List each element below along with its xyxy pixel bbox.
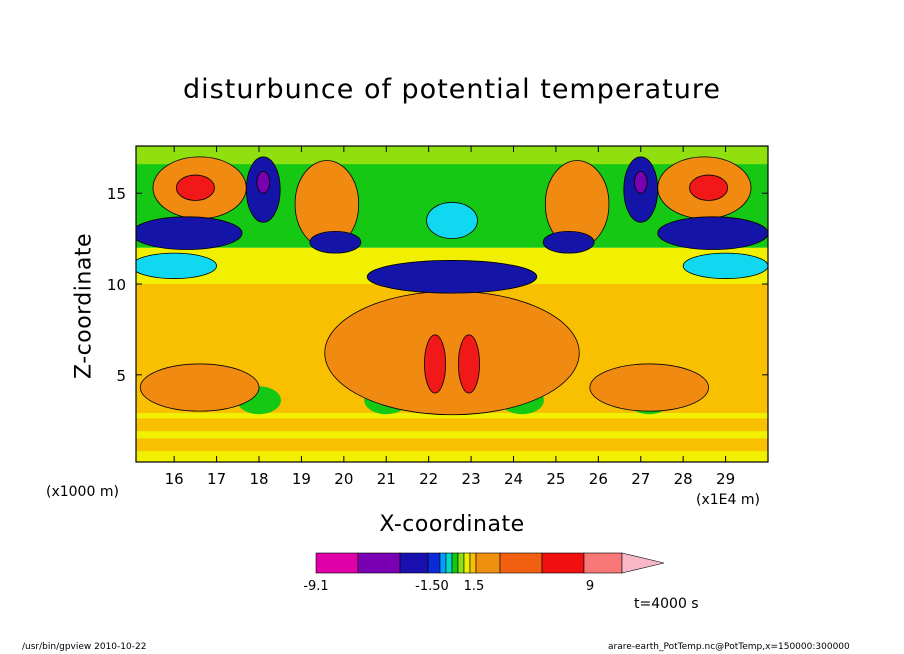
band-stripe-2 [136,412,768,419]
contour-region-cyan-21 [682,252,768,279]
x-tick-label: 28 [674,470,693,488]
footer-right: arare-earth_PotTemp.nc@PotTemp,x=150000:… [608,642,850,652]
colorbar-segment [445,552,453,574]
contour-region-cyan-20 [136,252,217,279]
colorbar-tick-label: -9.1 [303,579,328,594]
x-tick-label: 24 [504,470,523,488]
contour-region-orange-4 [589,363,710,412]
x-tick-label: 19 [292,470,311,488]
x-axis-unit: (x1E4 m) [696,492,760,508]
colorbar-segment [399,552,429,574]
contour-region-orange-0 [324,290,580,416]
x-tick-label: 29 [716,470,735,488]
time-annotation: t=4000 s [634,596,699,612]
x-tick-label: 26 [589,470,608,488]
y-axis-label: Z-coordinate [71,233,97,379]
x-tick-label: 27 [631,470,650,488]
y-axis: 5 10 15 [107,185,768,385]
contour-region-blue-15 [136,216,243,250]
contour-region-blue-16 [657,216,768,250]
colorbar-segment [357,552,401,574]
contour-region-red-2 [457,334,480,394]
colorbar-segment [463,552,471,574]
x-tick-label: 18 [249,470,268,488]
contour-region-blue-19 [542,230,595,254]
x-tick-label: 25 [546,470,565,488]
contour-region-cyan-22 [426,201,478,240]
colorbar-segment [439,552,447,574]
y-tick-label: 15 [107,185,126,203]
contour-region-blue-18 [309,230,362,254]
colorbar: -9.1 -1.50 1.5 9 [303,552,665,594]
colorbar-segment [427,552,441,574]
colorbar-segment [499,552,543,574]
x-tick-label: 16 [165,470,184,488]
colorbar-segment [315,552,359,574]
x-tick-label: 23 [462,470,481,488]
x-tick-label: 20 [334,470,353,488]
y-axis-unit: (x1000 m) [46,484,119,500]
x-tick-label: 22 [419,470,438,488]
contour-region-purple-12 [256,171,271,194]
colorbar-tick-label: 9 [586,579,594,594]
x-axis-label: X-coordinate [379,512,525,537]
contour-fill [136,146,768,462]
band-stripe-1 [136,431,768,439]
contour-region-red-6 [175,174,215,201]
contour-region-red-8 [689,174,729,201]
band-top [136,146,768,165]
colorbar-segment [457,552,465,574]
colorbar-tick-label: -1.50 [415,579,449,594]
x-tick-label: 17 [207,470,226,488]
colorbar-segment [475,552,501,574]
contour-region-purple-14 [633,171,648,194]
contour-region-red-1 [424,334,447,394]
x-tick-label: 21 [377,470,396,488]
colorbar-segment [583,552,623,574]
x-axis: 16 17 18 19 20 21 22 23 24 25 26 27 28 29 [165,146,735,488]
y-tick-label: 5 [116,367,126,385]
contour-region-orange-3 [139,363,260,412]
colorbar-segment [451,552,459,574]
colorbar-tick-label: 1.5 [464,579,485,594]
colorbar-extend-arrow [621,552,665,574]
chart-title: disturbunce of potential temperature [183,74,721,105]
colorbar-segment [469,552,477,574]
y-tick-label: 10 [107,276,126,294]
band-stripe-0 [136,451,768,462]
plot-frame [135,145,769,463]
footer-left: /usr/bin/gpview 2010-10-22 [22,642,147,652]
contour-region-blue-17 [366,260,538,294]
colorbar-segment [541,552,585,574]
